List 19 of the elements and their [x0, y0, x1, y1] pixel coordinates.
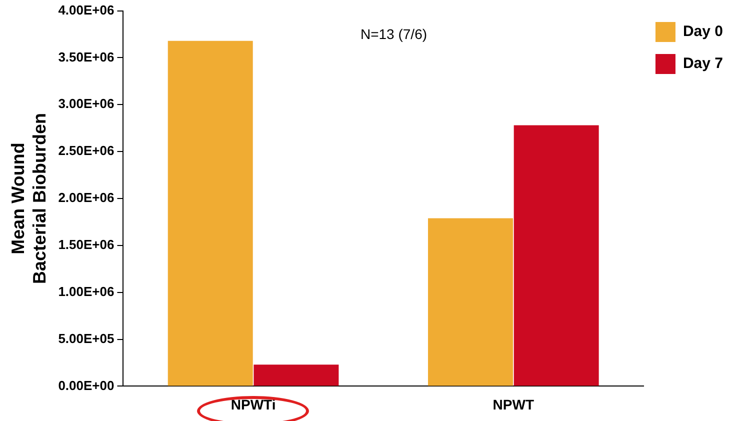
- annotation: N=13 (7/6): [360, 26, 428, 42]
- bar: [254, 364, 339, 386]
- legend-label: Day 7: [682, 55, 724, 72]
- y-tick-label: 1.50E+06: [58, 237, 114, 252]
- x-tick-label: NPWTi: [230, 396, 276, 412]
- y-tick-label: 3.00E+06: [58, 96, 114, 112]
- legend-label: Day 0: [682, 23, 724, 40]
- bar: [428, 218, 513, 386]
- y-tick-label: 2.00E+06: [58, 190, 114, 206]
- y-tick-label: 3.50E+06: [58, 49, 114, 64]
- y-tick-label: 2.50E+06: [58, 143, 114, 158]
- y-tick-label: 0.00E+00: [58, 378, 114, 393]
- y-tick-label: 4.00E+06: [58, 2, 114, 18]
- bar: [168, 40, 253, 386]
- y-tick-label: 5.00E+05: [58, 330, 114, 346]
- y-axis-title: Mean Wound Bacterial Bioburden: [8, 112, 50, 284]
- y-tick-label: 1.00E+06: [58, 284, 114, 299]
- bar: [514, 125, 599, 386]
- x-tick-label: NPWT: [492, 396, 534, 412]
